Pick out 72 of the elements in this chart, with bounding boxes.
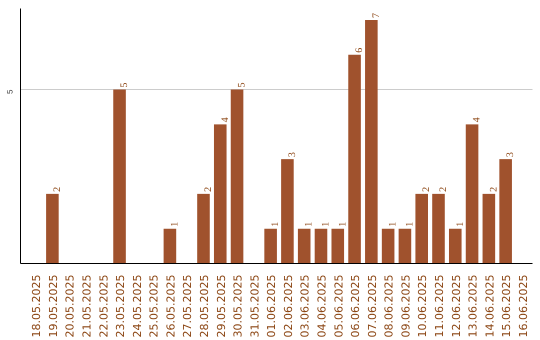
bar (113, 90, 126, 264)
x-tick-label: 05.06.2025 (332, 274, 346, 338)
data-label: 2 (202, 186, 214, 192)
data-label: 1 (270, 222, 282, 227)
x-tick-label: 15.06.2025 (500, 274, 514, 338)
x-tick-label: 26.05.2025 (164, 274, 178, 338)
x-tick-label: 01.06.2025 (265, 274, 278, 338)
bar (365, 20, 378, 264)
x-tick-label: 29.05.2025 (214, 274, 228, 338)
data-label: 2 (488, 186, 500, 192)
x-tick-label: 30.05.2025 (232, 274, 245, 338)
data-label: 1 (388, 222, 399, 227)
bar (298, 228, 310, 264)
bar (331, 228, 344, 264)
x-tick-label: 22.05.2025 (97, 274, 110, 338)
bar (432, 194, 445, 264)
x-tick-label: 14.06.2025 (483, 274, 496, 338)
bar (415, 194, 428, 264)
data-label: 1 (454, 222, 466, 227)
bar (314, 228, 328, 264)
bar (382, 228, 394, 264)
x-tick-label: 13.06.2025 (466, 274, 480, 338)
x-tick-label: 10.06.2025 (416, 274, 430, 338)
x-tick-label: 11.06.2025 (432, 274, 446, 338)
x-tick-label: 12.06.2025 (450, 274, 463, 338)
bar (264, 228, 277, 264)
bar (499, 159, 512, 264)
x-tick-label: 28.05.2025 (198, 274, 211, 338)
data-label: 1 (304, 222, 315, 227)
x-tick-label: 06.06.2025 (349, 274, 362, 338)
x-tick-label: 07.06.2025 (366, 274, 379, 338)
data-label: 5 (236, 82, 248, 88)
bar (214, 124, 227, 264)
data-label: 3 (505, 152, 516, 158)
x-tick-label: 31.05.2025 (248, 274, 262, 338)
x-tick-label: 25.05.2025 (148, 274, 161, 338)
data-label: 2 (52, 186, 63, 192)
data-label: 6 (354, 48, 366, 53)
x-tick-label: 04.06.2025 (315, 274, 328, 338)
x-tick-label: 02.06.2025 (282, 274, 295, 338)
x-tick-label: 18.05.2025 (30, 274, 44, 338)
x-tick-label: 19.05.2025 (46, 274, 60, 338)
data-label: 5 (119, 82, 130, 88)
x-tick-label: 09.06.2025 (399, 274, 412, 338)
x-tick-label: 23.05.2025 (114, 274, 128, 338)
bar (230, 90, 244, 264)
data-label: 2 (438, 186, 449, 192)
x-tick-label: 20.05.2025 (64, 274, 77, 338)
data-label: 3 (286, 152, 298, 158)
data-label: 1 (337, 222, 348, 227)
x-tick-label: 27.05.2025 (181, 274, 194, 338)
data-label: 1 (404, 222, 416, 227)
x-tick-label: 03.06.2025 (298, 274, 312, 338)
bar (164, 228, 176, 264)
data-label: 4 (220, 117, 231, 122)
bar (482, 194, 496, 264)
bar (197, 194, 210, 264)
bar (281, 159, 294, 264)
bar (466, 124, 478, 264)
bar (448, 228, 462, 264)
data-label: 1 (320, 222, 332, 227)
data-label: 1 (169, 222, 180, 227)
bar (46, 194, 59, 264)
bar (398, 228, 412, 264)
data-label: 2 (421, 186, 432, 192)
x-tick-label: 16.06.2025 (516, 274, 530, 338)
data-label: 7 (370, 12, 382, 18)
x-tick-label: 08.06.2025 (382, 274, 396, 338)
bar (348, 54, 361, 264)
x-tick-label: 21.05.2025 (80, 274, 94, 338)
x-tick-label: 24.05.2025 (130, 274, 144, 338)
data-label: 4 (472, 117, 483, 122)
